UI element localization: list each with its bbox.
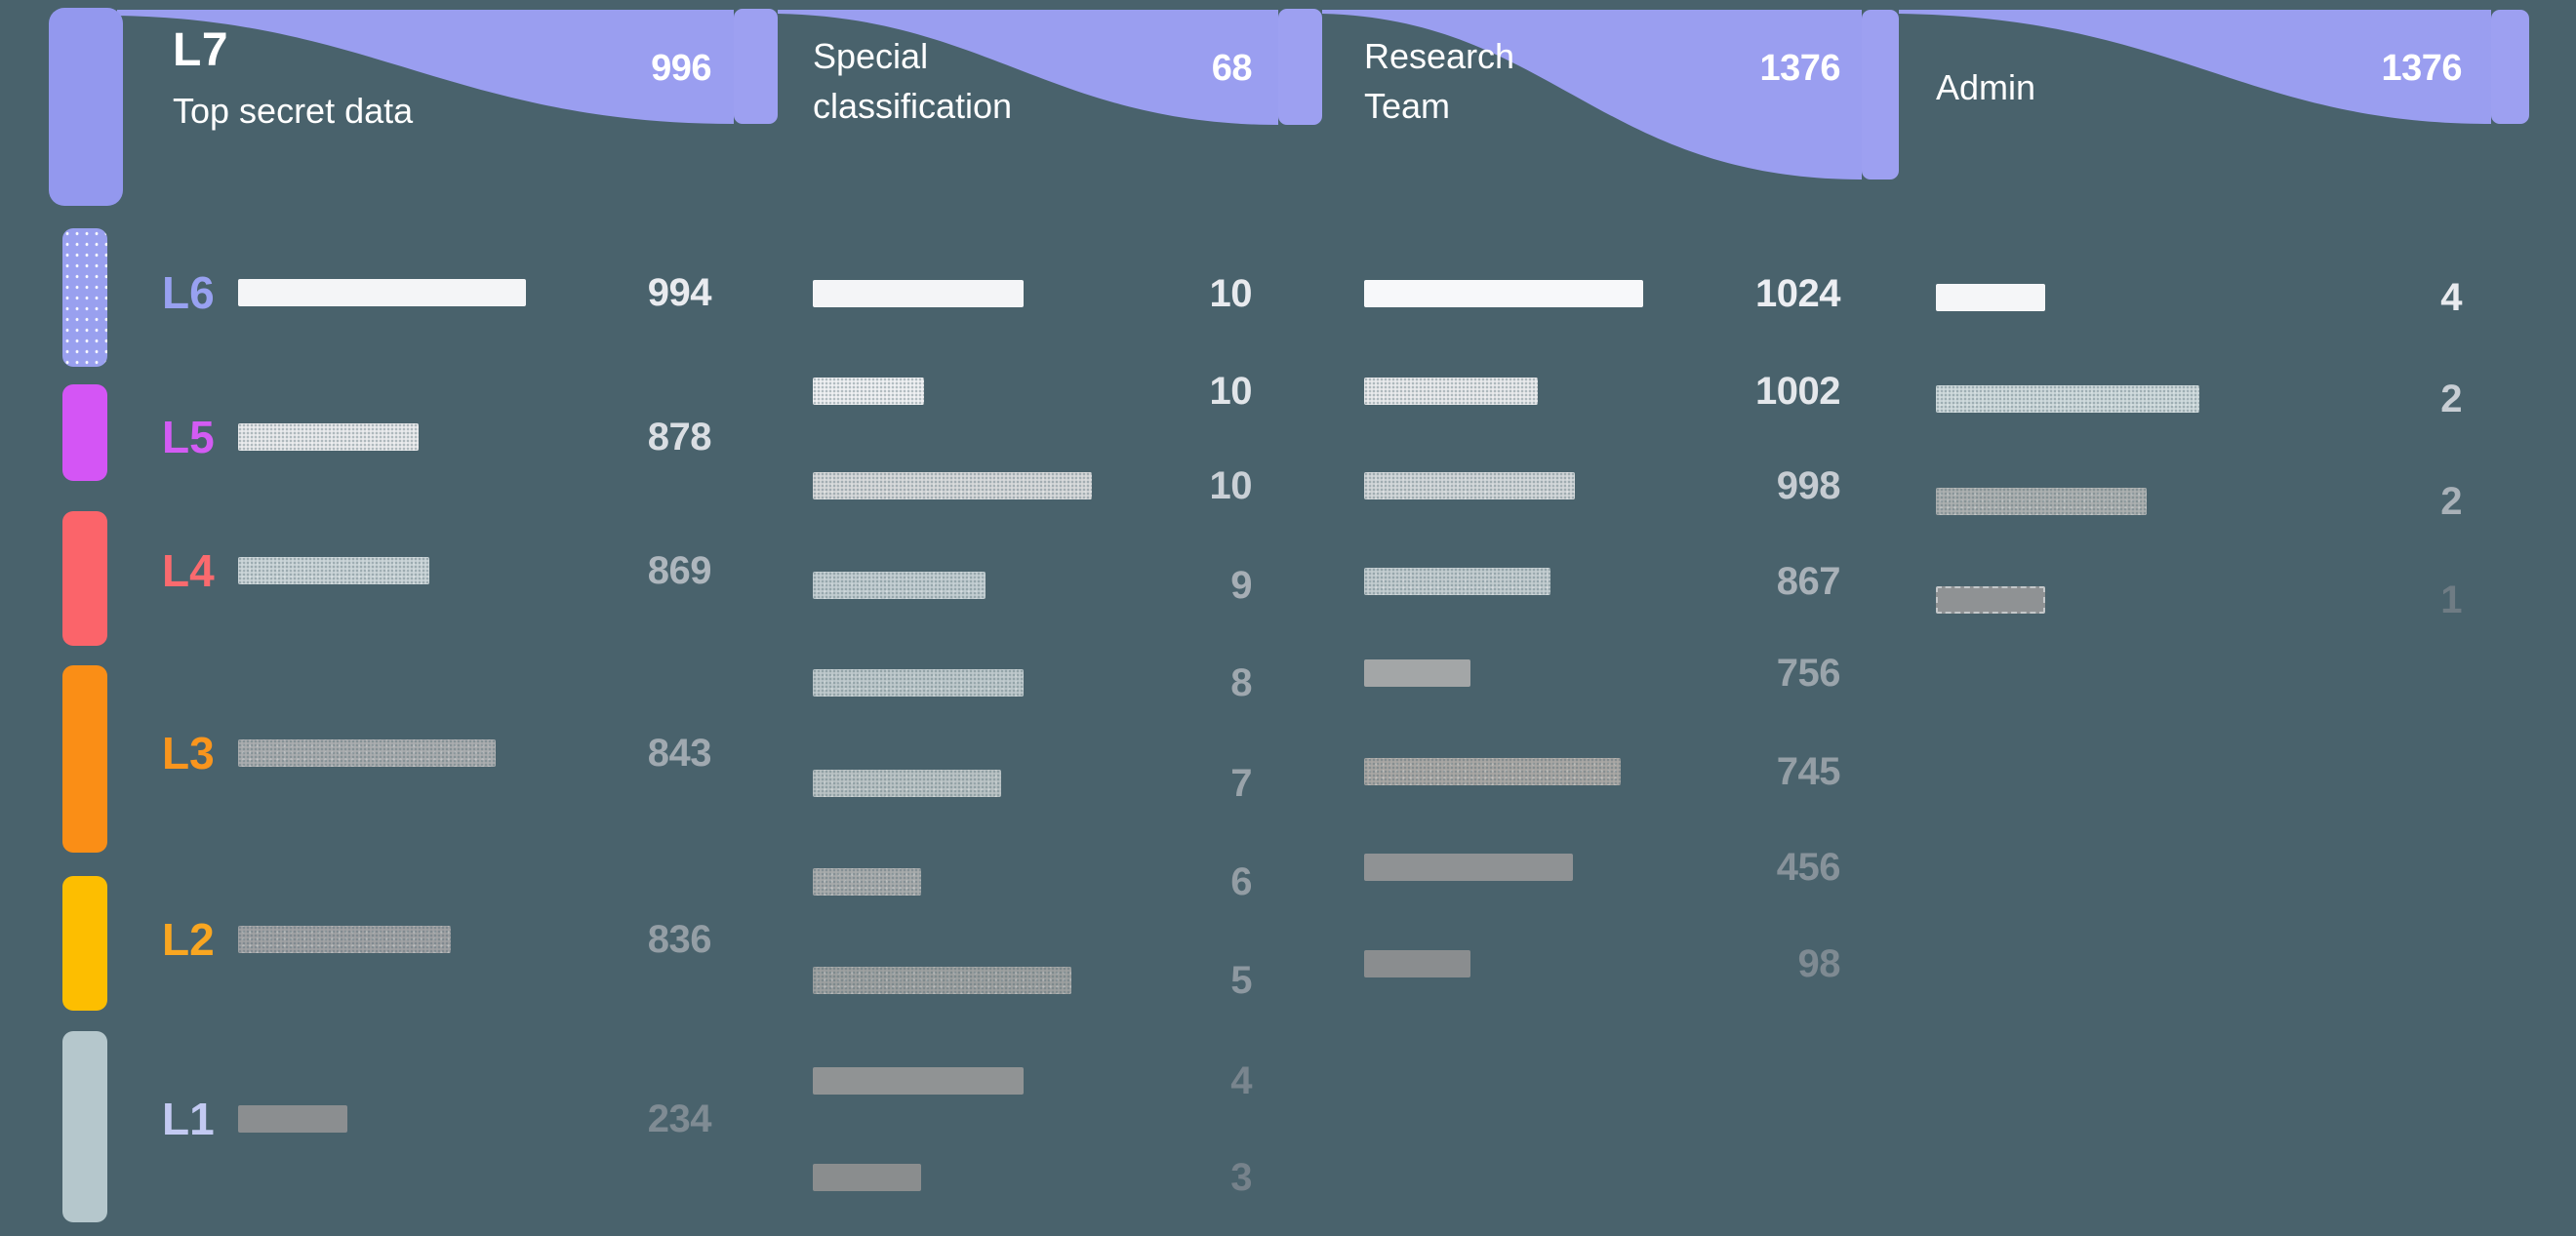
legend-chip-l4: [62, 511, 107, 646]
col2-bar-3: [813, 472, 1092, 499]
col2-value-7: 6: [1230, 860, 1252, 903]
segment-title: L7: [173, 24, 229, 76]
col4-bar-2: [1936, 385, 2199, 413]
col2-bar-7: [813, 868, 921, 896]
segment-value: 68: [1211, 48, 1253, 89]
segment-value: 996: [651, 48, 711, 89]
col3-value-4: 867: [1776, 560, 1841, 603]
col3-value-1: 1024: [1755, 272, 1840, 315]
col3-value-2: 1002: [1755, 370, 1840, 413]
row-label-l5: L5: [162, 412, 215, 462]
col2-bar-6: [813, 770, 1001, 797]
col2-value-3: 10: [1209, 464, 1253, 507]
col2-bar-5: [813, 669, 1024, 697]
row-label-l3: L3: [162, 728, 215, 778]
ribbon-cap-4: [2491, 10, 2529, 124]
segment-header-admin: Admin: [1936, 62, 2035, 112]
legend-chip-l5: [62, 384, 107, 481]
col3-value-8: 98: [1797, 942, 1841, 985]
col2-bar-10: [813, 1164, 921, 1191]
col2-value-5: 8: [1230, 661, 1252, 704]
col3-value-3: 998: [1776, 464, 1841, 507]
segment-subtitle: Top secret data: [173, 91, 414, 131]
segment-value: 1376: [2381, 48, 2462, 89]
segment-header-research-team: Research Team: [1364, 31, 1514, 131]
col1-value-6: 234: [647, 1097, 712, 1140]
col3-value-7: 456: [1776, 846, 1841, 889]
legend-chip-l3: [62, 665, 107, 853]
col2-bar-4: [813, 572, 986, 599]
col2-value-6: 7: [1230, 762, 1252, 805]
col3-bar-2: [1364, 378, 1538, 405]
col2-value-4: 9: [1230, 564, 1252, 607]
legend-chip-l6: [62, 228, 107, 367]
col3-value-6: 745: [1776, 750, 1841, 793]
col4-bar-1: [1936, 284, 2045, 311]
col2-value-1: 10: [1209, 272, 1253, 315]
col1-value-4: 843: [647, 732, 712, 775]
col1-value-2: 878: [647, 416, 712, 459]
legend-chip-l2: [62, 876, 107, 1011]
col4-value-2: 2: [2440, 378, 2462, 420]
segment-title-line: Research: [1364, 36, 1515, 76]
l7-source-node: [49, 8, 123, 206]
row-label-l1: L1: [162, 1094, 215, 1144]
col4-bar-4: [1936, 586, 2045, 614]
col3-bar-5: [1364, 659, 1470, 687]
col3-bar-1: [1364, 280, 1643, 307]
ribbon-cap-2: [1278, 9, 1322, 125]
col3-bar-8: [1364, 950, 1470, 977]
col2-value-9: 4: [1230, 1059, 1252, 1102]
col2-bar-2: [813, 378, 924, 405]
ribbon-cap-3: [1862, 10, 1899, 179]
col2-bar-1: [813, 280, 1024, 307]
col4-value-4: 1: [2440, 578, 2462, 621]
col1-bar-1: [238, 279, 526, 306]
legend-chip-l1: [62, 1031, 107, 1222]
col1-bar-3: [238, 557, 429, 584]
col1-bar-6: [238, 1105, 347, 1133]
col1-bar-2: [238, 423, 419, 451]
row-label-l4: L4: [162, 545, 215, 596]
col2-value-8: 5: [1230, 959, 1252, 1002]
segment-title-line: Admin: [1936, 67, 2036, 107]
col2-bar-8: [813, 967, 1071, 994]
segment-value: 1376: [1759, 48, 1840, 89]
col1-bar-5: [238, 926, 451, 953]
row-label-l6: L6: [162, 267, 215, 318]
col3-bar-7: [1364, 854, 1573, 881]
col3-value-5: 756: [1776, 652, 1841, 695]
col4-value-1: 4: [2440, 276, 2462, 319]
col4-bar-3: [1936, 488, 2147, 515]
col1-value-3: 869: [647, 549, 712, 592]
segment-header-l7: L7 Top secret data: [173, 25, 413, 133]
segment-title-line: Team: [1364, 86, 1451, 126]
segment-title-line: classification: [813, 86, 1013, 126]
col1-bar-4: [238, 739, 496, 767]
col3-bar-6: [1364, 758, 1621, 785]
row-label-l2: L2: [162, 914, 215, 965]
col2-bar-9: [813, 1067, 1024, 1095]
col3-bar-3: [1364, 472, 1575, 499]
col4-value-3: 2: [2440, 480, 2462, 523]
col2-value-10: 3: [1230, 1156, 1252, 1199]
col1-value-1: 994: [647, 271, 712, 314]
segment-title-line: Special: [813, 36, 929, 76]
ribbon-cap-1: [734, 9, 778, 124]
col3-bar-4: [1364, 568, 1550, 595]
col2-value-2: 10: [1209, 370, 1253, 413]
segment-header-special-classification: Special classification: [813, 31, 1012, 131]
col1-value-5: 836: [647, 918, 712, 961]
